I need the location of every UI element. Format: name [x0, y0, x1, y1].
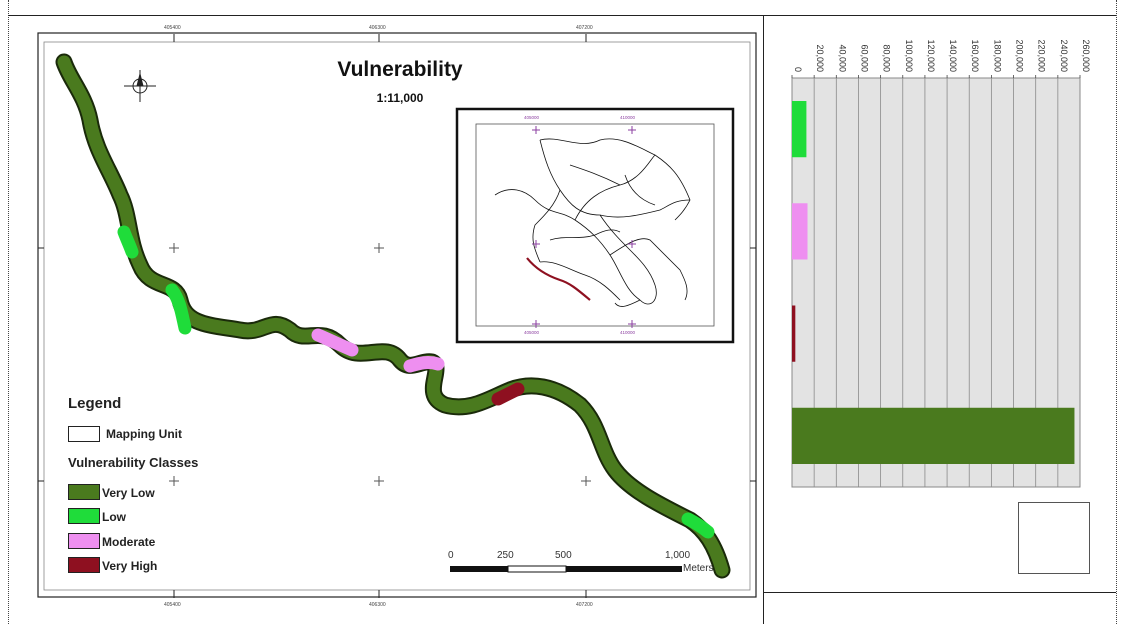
grid-label: 407200 [576, 602, 593, 608]
tick-label: 160,000 [970, 39, 980, 72]
bar-low [792, 101, 807, 158]
inset-grid-label: 405000 [524, 330, 540, 335]
map-outer-frame [37, 32, 757, 598]
swatch-very-high [68, 557, 100, 573]
tick-label: 0 [793, 67, 803, 72]
tick-label: 80,000 [882, 44, 892, 72]
left-dotted-border [8, 0, 9, 624]
scale-unit: Meters [683, 563, 714, 574]
tick-label: 40,000 [837, 44, 847, 72]
scale-tick-500: 500 [555, 550, 572, 561]
tick-label: 140,000 [948, 39, 958, 72]
inset-study-reach [526, 257, 591, 301]
bar-very-low [792, 407, 1075, 464]
grid-crosses [169, 243, 591, 486]
legend-label-low: Low [102, 510, 126, 524]
scale-tick-250: 250 [497, 550, 514, 561]
grid-label: 405400 [164, 602, 181, 608]
inset-map: 405000 410000 405000 410000 [455, 107, 735, 344]
tick-label: 20,000 [815, 44, 825, 72]
grid-label: 405400 [164, 25, 181, 31]
tick-label: 120,000 [926, 39, 936, 72]
north-arrow-icon [124, 70, 156, 102]
legend-label-moderate: Moderate [102, 535, 156, 549]
map-scale: 1:11,000 [376, 91, 424, 105]
low-segment [165, 283, 192, 335]
inset-grid-label: 410000 [620, 115, 636, 120]
tick-label: 260,000 [1081, 39, 1091, 72]
grid-label: 407200 [576, 25, 593, 31]
low-segment [117, 225, 139, 259]
swatch-low [68, 508, 100, 524]
river-corridor [55, 53, 731, 579]
swatch-moderate [68, 533, 100, 549]
tick-label: 180,000 [992, 39, 1002, 72]
legend-label-very-low: Very Low [102, 486, 155, 500]
very-high-segment [491, 382, 525, 406]
frame-tick-labels: 405400 406300 407200 405400 406300 40720… [164, 25, 593, 608]
legend-classes-title: Vulnerability Classes [68, 455, 199, 470]
moderate-segment [311, 328, 359, 357]
inset-grid-label: 405000 [524, 115, 540, 120]
chart-bottom-border [763, 592, 1116, 593]
swatch-very-low [68, 484, 100, 500]
inset-drainage [494, 138, 691, 307]
map-title: Vulnerability [337, 58, 463, 81]
tick-label: 100,000 [904, 39, 914, 72]
legend-label-very-high: Very High [102, 559, 158, 573]
low-segment [681, 512, 715, 539]
chart-legend [1018, 502, 1090, 574]
tick-label: 200,000 [1015, 39, 1025, 72]
legend-title: Legend [68, 395, 122, 412]
mapping-unit-label: Mapping Unit [106, 427, 182, 441]
frame-ticks [38, 34, 756, 598]
scale-tick-1000: 1,000 [665, 550, 691, 561]
scale-bar [450, 565, 682, 573]
top-border [8, 15, 1116, 16]
inset-grid-label: 410000 [620, 330, 636, 335]
scale-tick-0: 0 [448, 550, 454, 561]
moderate-segment [403, 356, 445, 373]
tick-label: 60,000 [859, 44, 869, 72]
right-dotted-border [1116, 0, 1117, 624]
mapping-unit-swatch [68, 426, 100, 442]
bar-moderate [792, 203, 808, 260]
grid-label: 406300 [369, 602, 386, 608]
bar-very-high [792, 305, 796, 362]
tick-label: 240,000 [1059, 39, 1069, 72]
grid-label: 406300 [369, 25, 386, 31]
panel-divider [763, 15, 764, 624]
tick-label: 220,000 [1037, 39, 1047, 72]
map-inner-frame [43, 41, 751, 591]
